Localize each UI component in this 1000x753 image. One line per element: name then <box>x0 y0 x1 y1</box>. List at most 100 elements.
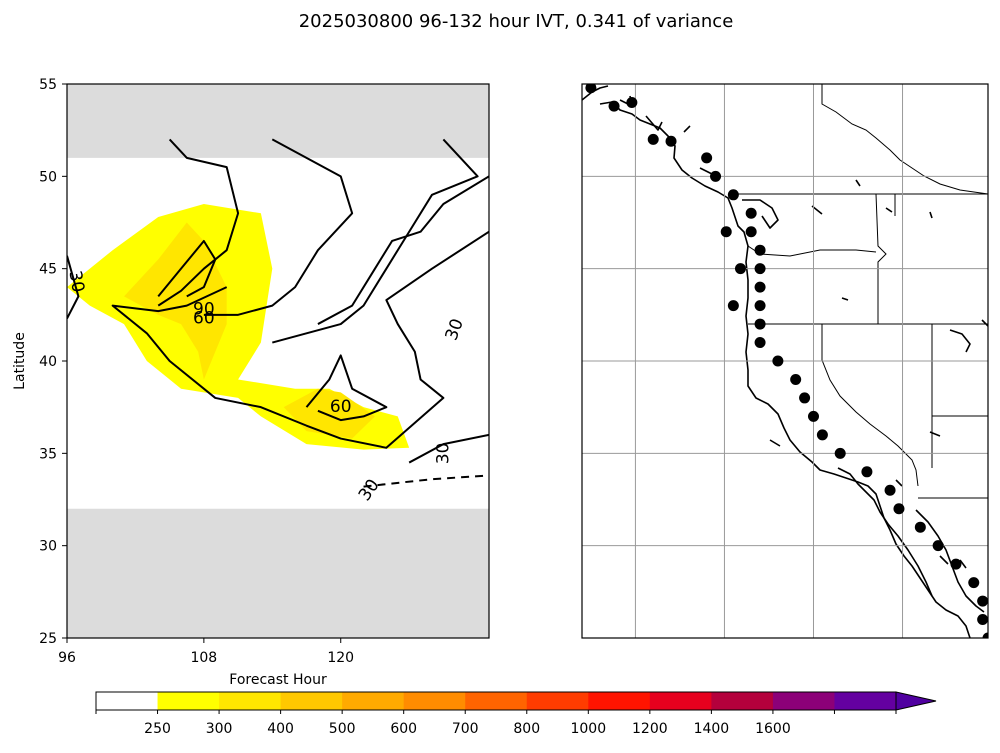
colorbar-label-5: 700 <box>452 721 479 737</box>
colorbar-segment-2 <box>219 692 282 710</box>
colorbar-label-3: 500 <box>329 721 356 737</box>
masked-band-1 <box>67 84 489 158</box>
station-point-11 <box>754 318 766 330</box>
y-tick-label-5: 50 <box>39 169 57 185</box>
y-axis-label: Latitude <box>12 332 28 390</box>
station-point-34 <box>585 84 597 94</box>
ivt-fill-region-0 <box>67 204 410 450</box>
station-point-25 <box>968 577 980 589</box>
station-point-0 <box>626 96 638 108</box>
station-point-32 <box>665 135 677 147</box>
station-point-6 <box>745 226 757 238</box>
colorbar-label-7: 1000 <box>570 721 606 737</box>
colorbar-segment-10 <box>711 692 774 710</box>
contour-label-0: 30 <box>64 269 87 294</box>
contour-line-4 <box>111 230 489 449</box>
station-point-12 <box>754 337 766 349</box>
contour-line-8 <box>157 239 217 298</box>
station-point-15 <box>799 392 811 404</box>
station-point-24 <box>950 558 962 570</box>
station-point-20 <box>884 484 896 496</box>
colorbar-extend-arrow <box>895 691 937 711</box>
colorbar-segment-5 <box>403 692 466 710</box>
colorbar-label-2: 400 <box>267 721 294 737</box>
station-point-14 <box>790 373 802 385</box>
station-point-2 <box>701 152 713 164</box>
x-tick-label-2: 120 <box>327 650 354 666</box>
y-tick-label-1: 30 <box>39 539 57 555</box>
contour-line-7 <box>363 474 489 488</box>
station-point-29 <box>727 300 739 312</box>
colorbar-label-1: 300 <box>206 721 233 737</box>
station-point-22 <box>914 521 926 533</box>
y-tick-label-0: 25 <box>39 631 57 647</box>
colorbar: 250 300 400 500 600 700 800 1000 1200 1400 1600 <box>95 691 937 737</box>
map-gridlines <box>582 84 988 638</box>
x-axis-label: Forecast Hour <box>229 672 327 688</box>
station-point-1 <box>647 133 659 145</box>
station-point-33 <box>608 100 620 112</box>
station-point-16 <box>807 410 819 422</box>
station-point-21 <box>893 503 905 515</box>
colorbar-segment-11 <box>772 692 835 710</box>
map-axes-frame <box>581 83 989 639</box>
colorbar-segment-8 <box>588 692 651 710</box>
station-point-9 <box>754 281 766 293</box>
figure-title: 2025030800 96-132 hour IVT, 0.341 of var… <box>299 11 734 32</box>
station-point-10 <box>754 300 766 312</box>
contour-label-4: 30 <box>442 316 468 343</box>
contour-line-9 <box>305 354 388 422</box>
colorbar-segment-6 <box>465 692 528 710</box>
station-point-19 <box>861 466 873 478</box>
colorbar-segment-7 <box>526 692 589 710</box>
contour-line-6 <box>67 255 80 319</box>
contour-line-5 <box>408 433 489 464</box>
y-tick-label-4: 45 <box>39 262 57 278</box>
x-tick-label-0: 96 <box>58 650 76 666</box>
station-point-13 <box>772 355 784 367</box>
masked-band-0 <box>67 508 489 638</box>
station-point-7 <box>754 244 766 256</box>
contour-line-0 <box>157 138 240 307</box>
y-tick-label-3: 40 <box>39 354 57 370</box>
colorbar-segment-3 <box>280 692 343 710</box>
colorbar-segment-4 <box>342 692 405 710</box>
map-panel <box>581 83 989 639</box>
contour-line-1 <box>203 138 354 316</box>
y-tick-label-2: 35 <box>39 446 57 462</box>
colorbar-segment-0 <box>96 692 159 710</box>
colorbar-segment-12 <box>834 692 897 710</box>
station-point-3 <box>710 170 722 182</box>
coastline <box>582 85 988 638</box>
station-point-26 <box>977 595 988 607</box>
station-point-4 <box>727 189 739 201</box>
ivt-fill-region-1 <box>124 222 227 380</box>
station-point-31 <box>720 226 732 238</box>
colorbar-segment-9 <box>649 692 712 710</box>
station-point-23 <box>932 540 944 552</box>
station-point-27 <box>977 614 988 626</box>
contour-label-1: 90 <box>193 299 215 319</box>
contour-label-6: 30 <box>355 476 384 505</box>
colorbar-label-9: 1400 <box>694 721 730 737</box>
station-point-30 <box>734 263 746 275</box>
station-point-8 <box>754 263 766 275</box>
contour-line-3 <box>317 175 489 325</box>
colorbar-label-8: 1200 <box>632 721 668 737</box>
y-tick-label-6: 55 <box>39 77 57 93</box>
colorbar-frame <box>95 691 897 711</box>
station-point-18 <box>834 447 846 459</box>
contour-line-2 <box>272 138 479 344</box>
x-tick-label-1: 108 <box>190 650 217 666</box>
contour-label-2: 60 <box>193 309 215 329</box>
colorbar-label-4: 600 <box>390 721 417 737</box>
station-point-5 <box>745 207 757 219</box>
colorbar-label-0: 250 <box>144 721 171 737</box>
data-points <box>585 84 988 638</box>
colorbar-label-10: 1600 <box>755 721 791 737</box>
contour-label-5: 30 <box>433 443 453 465</box>
station-point-28 <box>982 632 988 638</box>
station-point-17 <box>816 429 828 441</box>
